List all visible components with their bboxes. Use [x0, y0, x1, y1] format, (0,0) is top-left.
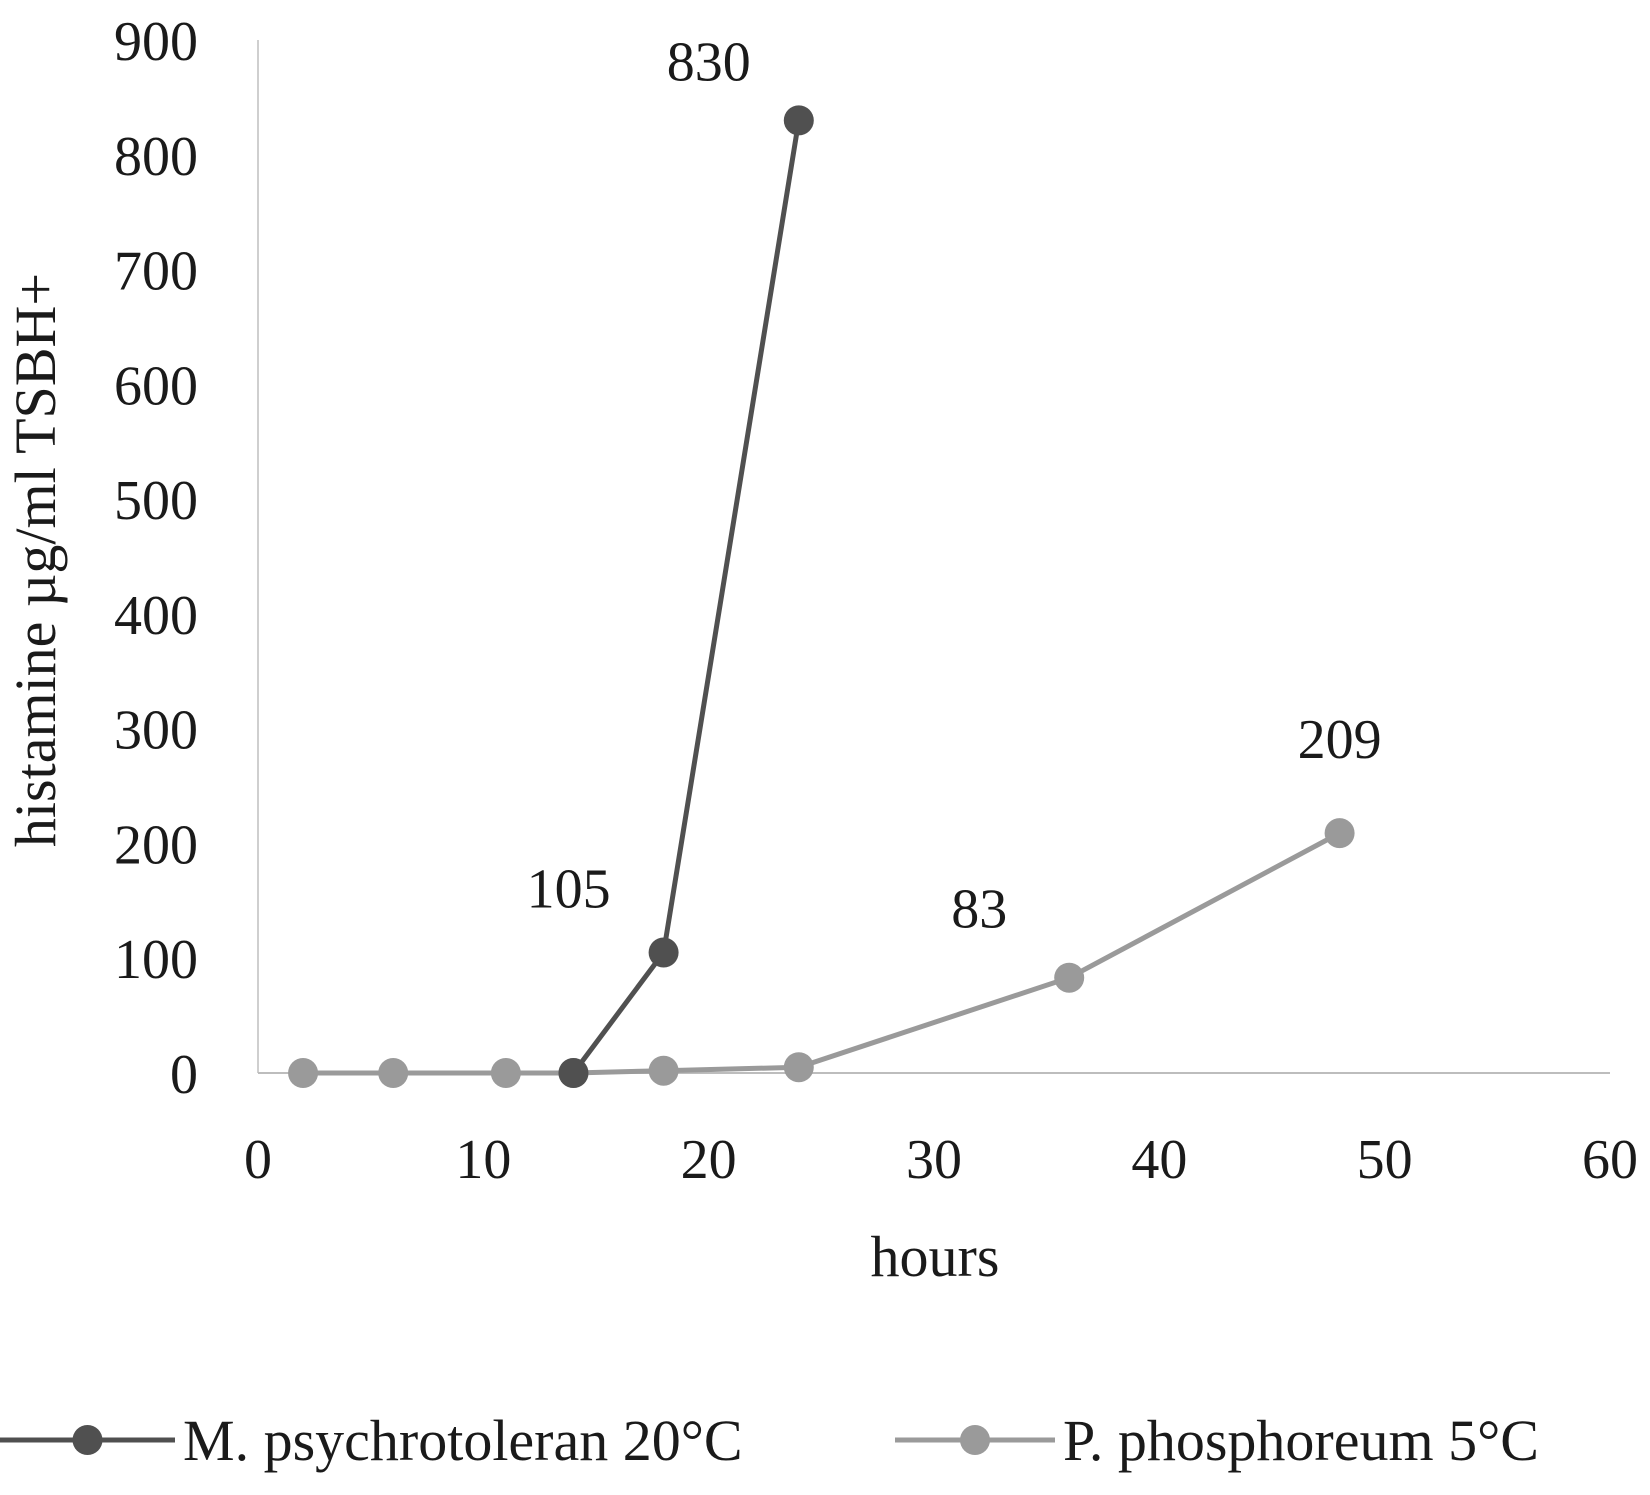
data-point — [783, 1052, 814, 1083]
series-line — [571, 119, 802, 1075]
y-tick-label: 200 — [114, 814, 198, 876]
legend-swatch-marker — [960, 1425, 990, 1455]
y-tick-label: 400 — [114, 585, 198, 647]
y-tick-label: 900 — [114, 11, 198, 73]
legend: M. psychrotoleran 20°C P. phosphoreum 5°C — [0, 1408, 1539, 1473]
x-axis-title: hours — [871, 1224, 1000, 1289]
y-tick-label: 700 — [114, 241, 198, 303]
y-tick-label: 800 — [114, 126, 198, 188]
y-tick-label: 600 — [114, 355, 198, 417]
x-tick-label: 10 — [455, 1129, 511, 1191]
legend-label: M. psychrotoleran 20°C — [183, 1408, 743, 1473]
legend-item: M. psychrotoleran 20°C — [0, 1408, 743, 1473]
data-point — [558, 1058, 589, 1088]
series-layer: 105 830 83 209 — [288, 31, 1382, 1088]
x-tick-label: 40 — [1131, 1129, 1187, 1191]
data-label: 830 — [667, 31, 751, 93]
x-axis-ticks: 0 10 20 30 40 50 60 — [244, 1129, 1638, 1191]
x-tick-label: 60 — [1582, 1129, 1638, 1191]
x-tick-label: 0 — [244, 1129, 272, 1191]
data-point — [1324, 818, 1355, 849]
legend-swatch-marker — [72, 1425, 103, 1455]
y-tick-label: 300 — [114, 700, 198, 762]
x-tick-label: 50 — [1357, 1129, 1413, 1191]
data-point — [1054, 962, 1085, 993]
y-tick-label: 0 — [170, 1044, 198, 1106]
x-tick-label: 20 — [681, 1129, 737, 1191]
data-label: 105 — [527, 858, 611, 920]
y-axis-title: histamine µg/ml TSBH+ — [3, 273, 68, 847]
y-axis-ticks: 0 100 200 300 400 500 600 700 800 900 — [114, 11, 198, 1106]
data-point — [648, 937, 679, 968]
data-point — [378, 1058, 409, 1088]
legend-label: P. phosphoreum 5°C — [1063, 1408, 1539, 1473]
data-label: 83 — [951, 879, 1007, 941]
x-tick-label: 30 — [906, 1129, 962, 1191]
series-line — [303, 830, 1341, 1076]
data-point — [783, 105, 814, 136]
data-point — [648, 1055, 679, 1086]
legend-item: P. phosphoreum 5°C — [895, 1408, 1539, 1473]
series-p-phosphoreum-5-c — [288, 818, 1355, 1088]
y-tick-label: 500 — [114, 470, 198, 532]
data-label: 209 — [1298, 709, 1382, 771]
data-point — [288, 1058, 319, 1088]
y-tick-label: 100 — [114, 929, 198, 991]
data-point — [490, 1058, 521, 1088]
series-m-psychrotoleran-20-c — [558, 105, 814, 1088]
